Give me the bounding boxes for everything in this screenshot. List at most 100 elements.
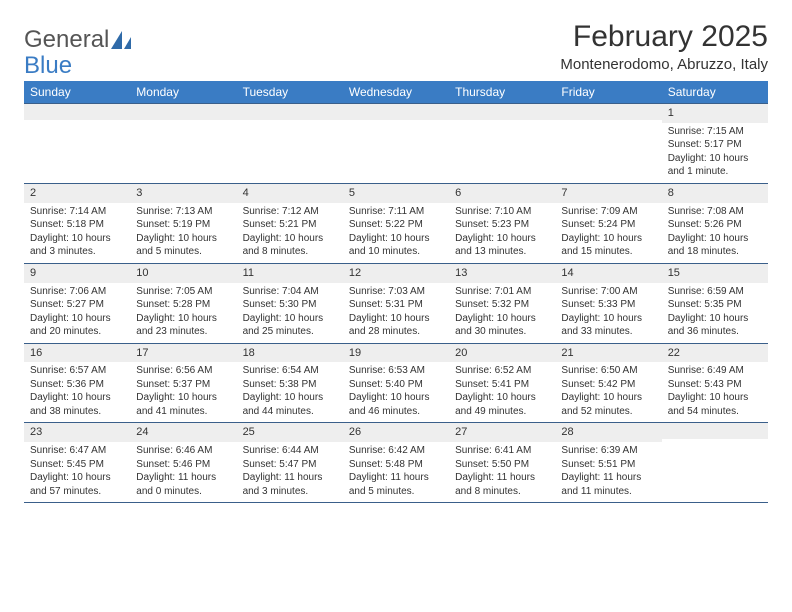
daylight-text: Daylight: 11 hours and 0 minutes. bbox=[136, 471, 230, 498]
logo-text-blue: Blue bbox=[24, 52, 72, 80]
weekday-label: Friday bbox=[555, 81, 661, 103]
day-cell: 14Sunrise: 7:00 AMSunset: 5:33 PMDayligh… bbox=[555, 264, 661, 343]
daylight-text: Daylight: 10 hours and 46 minutes. bbox=[349, 391, 443, 418]
sunset-text: Sunset: 5:50 PM bbox=[455, 458, 549, 472]
day-cell: 20Sunrise: 6:52 AMSunset: 5:41 PMDayligh… bbox=[449, 344, 555, 423]
daylight-text: Daylight: 10 hours and 13 minutes. bbox=[455, 232, 549, 259]
day-body: Sunrise: 7:05 AMSunset: 5:28 PMDaylight:… bbox=[130, 283, 236, 343]
day-number: 5 bbox=[343, 184, 449, 203]
sunset-text: Sunset: 5:27 PM bbox=[30, 298, 124, 312]
day-body: Sunrise: 7:14 AMSunset: 5:18 PMDaylight:… bbox=[24, 203, 130, 263]
sunrise-text: Sunrise: 6:46 AM bbox=[136, 444, 230, 458]
day-cell: 2Sunrise: 7:14 AMSunset: 5:18 PMDaylight… bbox=[24, 184, 130, 263]
day-number bbox=[555, 104, 661, 120]
day-number: 13 bbox=[449, 264, 555, 283]
day-number: 12 bbox=[343, 264, 449, 283]
weekday-label: Sunday bbox=[24, 81, 130, 103]
day-cell: 22Sunrise: 6:49 AMSunset: 5:43 PMDayligh… bbox=[662, 344, 768, 423]
day-number: 15 bbox=[662, 264, 768, 283]
day-number bbox=[237, 104, 343, 120]
day-number bbox=[24, 104, 130, 120]
sunset-text: Sunset: 5:26 PM bbox=[668, 218, 762, 232]
daylight-text: Daylight: 10 hours and 25 minutes. bbox=[243, 312, 337, 339]
weekday-label: Saturday bbox=[662, 81, 768, 103]
sunrise-text: Sunrise: 6:54 AM bbox=[243, 364, 337, 378]
day-body: Sunrise: 6:56 AMSunset: 5:37 PMDaylight:… bbox=[130, 362, 236, 422]
day-cell bbox=[555, 104, 661, 183]
day-cell: 16Sunrise: 6:57 AMSunset: 5:36 PMDayligh… bbox=[24, 344, 130, 423]
logo: General bbox=[24, 26, 135, 54]
sunrise-text: Sunrise: 6:42 AM bbox=[349, 444, 443, 458]
daylight-text: Daylight: 10 hours and 30 minutes. bbox=[455, 312, 549, 339]
sunrise-text: Sunrise: 7:06 AM bbox=[30, 285, 124, 299]
day-body: Sunrise: 7:12 AMSunset: 5:21 PMDaylight:… bbox=[237, 203, 343, 263]
daylight-text: Daylight: 11 hours and 5 minutes. bbox=[349, 471, 443, 498]
sunset-text: Sunset: 5:18 PM bbox=[30, 218, 124, 232]
sunset-text: Sunset: 5:43 PM bbox=[668, 378, 762, 392]
weekday-label: Wednesday bbox=[343, 81, 449, 103]
week-row: 2Sunrise: 7:14 AMSunset: 5:18 PMDaylight… bbox=[24, 184, 768, 264]
day-number: 23 bbox=[24, 423, 130, 442]
day-body: Sunrise: 7:06 AMSunset: 5:27 PMDaylight:… bbox=[24, 283, 130, 343]
day-number: 26 bbox=[343, 423, 449, 442]
day-body: Sunrise: 6:49 AMSunset: 5:43 PMDaylight:… bbox=[662, 362, 768, 422]
day-cell: 6Sunrise: 7:10 AMSunset: 5:23 PMDaylight… bbox=[449, 184, 555, 263]
sunset-text: Sunset: 5:35 PM bbox=[668, 298, 762, 312]
sunset-text: Sunset: 5:42 PM bbox=[561, 378, 655, 392]
daylight-text: Daylight: 10 hours and 23 minutes. bbox=[136, 312, 230, 339]
day-number bbox=[449, 104, 555, 120]
sunset-text: Sunset: 5:36 PM bbox=[30, 378, 124, 392]
day-number: 21 bbox=[555, 344, 661, 363]
sunrise-text: Sunrise: 7:12 AM bbox=[243, 205, 337, 219]
sunset-text: Sunset: 5:33 PM bbox=[561, 298, 655, 312]
day-cell: 19Sunrise: 6:53 AMSunset: 5:40 PMDayligh… bbox=[343, 344, 449, 423]
sunset-text: Sunset: 5:22 PM bbox=[349, 218, 443, 232]
day-cell: 25Sunrise: 6:44 AMSunset: 5:47 PMDayligh… bbox=[237, 423, 343, 502]
day-number: 22 bbox=[662, 344, 768, 363]
day-number: 11 bbox=[237, 264, 343, 283]
week-row: 9Sunrise: 7:06 AMSunset: 5:27 PMDaylight… bbox=[24, 264, 768, 344]
sunset-text: Sunset: 5:48 PM bbox=[349, 458, 443, 472]
day-number bbox=[130, 104, 236, 120]
sunset-text: Sunset: 5:19 PM bbox=[136, 218, 230, 232]
day-body: Sunrise: 6:39 AMSunset: 5:51 PMDaylight:… bbox=[555, 442, 661, 502]
day-number: 19 bbox=[343, 344, 449, 363]
sunset-text: Sunset: 5:51 PM bbox=[561, 458, 655, 472]
sunset-text: Sunset: 5:17 PM bbox=[668, 138, 762, 152]
day-cell: 3Sunrise: 7:13 AMSunset: 5:19 PMDaylight… bbox=[130, 184, 236, 263]
day-number: 1 bbox=[662, 104, 768, 123]
daylight-text: Daylight: 10 hours and 28 minutes. bbox=[349, 312, 443, 339]
day-body: Sunrise: 6:44 AMSunset: 5:47 PMDaylight:… bbox=[237, 442, 343, 502]
weekday-label: Monday bbox=[130, 81, 236, 103]
daylight-text: Daylight: 10 hours and 41 minutes. bbox=[136, 391, 230, 418]
day-number: 27 bbox=[449, 423, 555, 442]
daylight-text: Daylight: 10 hours and 5 minutes. bbox=[136, 232, 230, 259]
sunrise-text: Sunrise: 6:49 AM bbox=[668, 364, 762, 378]
day-body: Sunrise: 7:15 AMSunset: 5:17 PMDaylight:… bbox=[662, 123, 768, 183]
day-cell: 4Sunrise: 7:12 AMSunset: 5:21 PMDaylight… bbox=[237, 184, 343, 263]
sunset-text: Sunset: 5:32 PM bbox=[455, 298, 549, 312]
location: Montenerodomo, Abruzzo, Italy bbox=[560, 56, 768, 73]
day-number: 18 bbox=[237, 344, 343, 363]
sunrise-text: Sunrise: 7:15 AM bbox=[668, 125, 762, 139]
day-body: Sunrise: 7:09 AMSunset: 5:24 PMDaylight:… bbox=[555, 203, 661, 263]
day-number: 17 bbox=[130, 344, 236, 363]
daylight-text: Daylight: 10 hours and 49 minutes. bbox=[455, 391, 549, 418]
day-cell: 1Sunrise: 7:15 AMSunset: 5:17 PMDaylight… bbox=[662, 104, 768, 183]
logo-sail-icon bbox=[111, 31, 133, 49]
daylight-text: Daylight: 10 hours and 10 minutes. bbox=[349, 232, 443, 259]
day-number bbox=[343, 104, 449, 120]
sunset-text: Sunset: 5:30 PM bbox=[243, 298, 337, 312]
day-cell: 8Sunrise: 7:08 AMSunset: 5:26 PMDaylight… bbox=[662, 184, 768, 263]
daylight-text: Daylight: 10 hours and 1 minute. bbox=[668, 152, 762, 179]
day-body: Sunrise: 7:00 AMSunset: 5:33 PMDaylight:… bbox=[555, 283, 661, 343]
day-body bbox=[449, 120, 555, 126]
day-cell: 5Sunrise: 7:11 AMSunset: 5:22 PMDaylight… bbox=[343, 184, 449, 263]
sunset-text: Sunset: 5:37 PM bbox=[136, 378, 230, 392]
sunset-text: Sunset: 5:46 PM bbox=[136, 458, 230, 472]
day-body: Sunrise: 6:46 AMSunset: 5:46 PMDaylight:… bbox=[130, 442, 236, 502]
sunrise-text: Sunrise: 7:09 AM bbox=[561, 205, 655, 219]
sunset-text: Sunset: 5:24 PM bbox=[561, 218, 655, 232]
daylight-text: Daylight: 10 hours and 38 minutes. bbox=[30, 391, 124, 418]
day-body bbox=[130, 120, 236, 126]
